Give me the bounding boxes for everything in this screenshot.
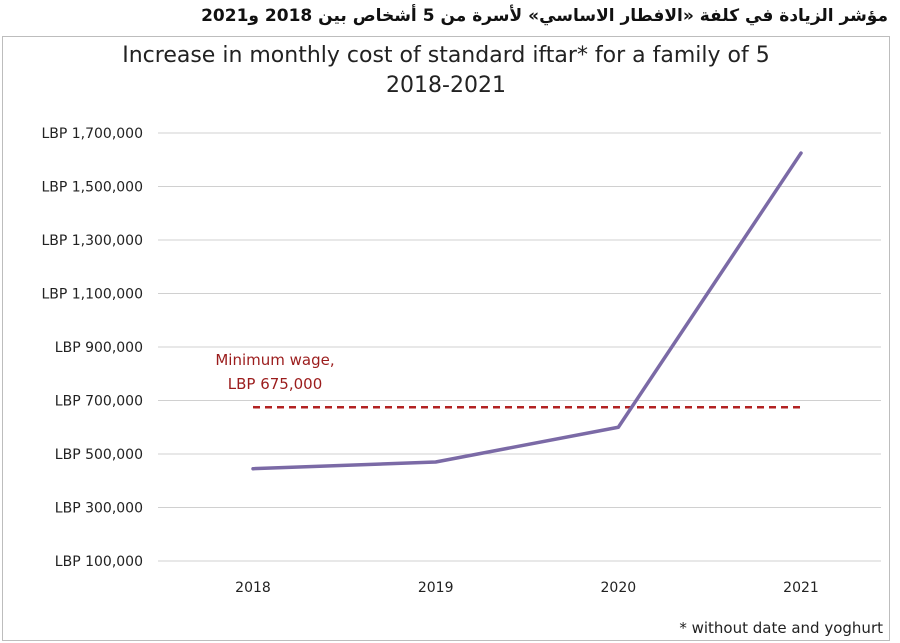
chart-title-line2: 2018-2021: [386, 73, 506, 98]
y-axis-tick-labels: LBP 100,000 LBP 300,000 LBP 500,000 LBP 700…: [41, 126, 143, 570]
y-tick-label: LBP 700,000: [55, 394, 143, 410]
line-chart: LBP 100,000 LBP 300,000 LBP 500,000 LBP 700…: [41, 126, 883, 637]
arabic-header-title: مؤشر الزيادة في كلفة «الافطار الاساسي» ل…: [201, 6, 888, 26]
y-tick-label: LBP 500,000: [55, 447, 143, 463]
y-tick-label: LBP 300,000: [55, 501, 143, 517]
data-point: [799, 151, 803, 155]
data-point: [251, 467, 255, 471]
y-tick-label: LBP 1,500,000: [41, 180, 143, 196]
x-tick-label: 2021: [783, 580, 819, 596]
x-tick-label: 2018: [235, 580, 271, 596]
minimum-wage-label-line1: Minimum wage,: [215, 351, 334, 369]
chart-title: Increase in monthly cost of standard ift…: [3, 41, 889, 101]
data-point: [434, 460, 438, 464]
minimum-wage-reference: Minimum wage, LBP 675,000: [215, 351, 801, 409]
y-tick-label: LBP 1,100,000: [41, 287, 143, 303]
chart-title-line1: Increase in monthly cost of standard ift…: [122, 43, 770, 68]
grid-lines: [158, 132, 881, 562]
chart-frame: Increase in monthly cost of standard ift…: [2, 36, 890, 641]
y-tick-label: LBP 1,700,000: [41, 126, 143, 142]
x-tick-label: 2019: [418, 580, 454, 596]
y-tick-label: LBP 900,000: [55, 340, 143, 356]
data-point: [616, 425, 620, 429]
footnote: * without date and yoghurt: [679, 619, 883, 637]
series-lines: [251, 151, 803, 471]
y-tick-label: LBP 1,300,000: [41, 233, 143, 249]
x-axis-tick-labels: 2018 2019 2020 2021: [235, 580, 819, 596]
x-tick-label: 2020: [601, 580, 637, 596]
y-tick-label: LBP 100,000: [55, 554, 143, 570]
series-line: [251, 151, 803, 471]
minimum-wage-label-line2: LBP 675,000: [228, 375, 323, 393]
